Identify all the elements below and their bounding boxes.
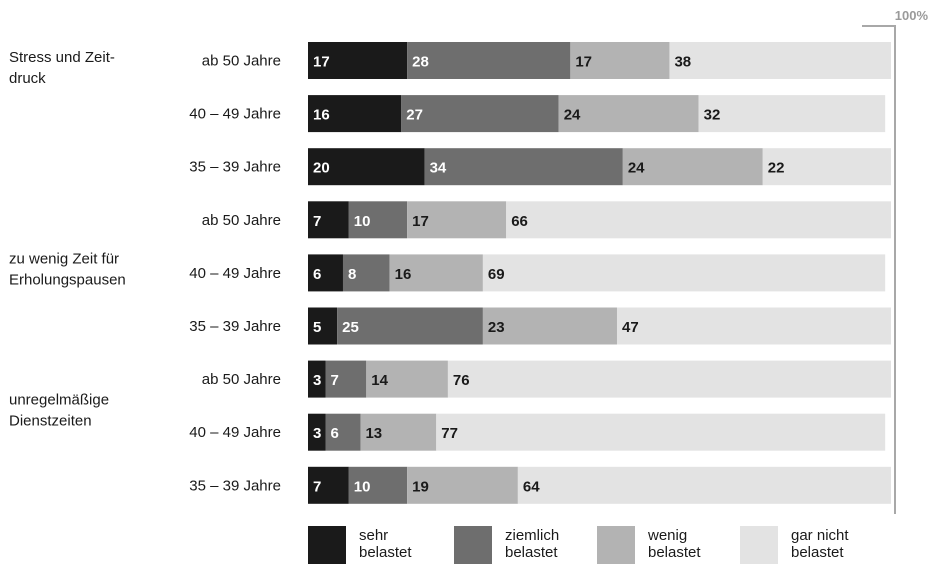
row-label: ab 50 Jahre <box>202 212 281 229</box>
legend: sehr belastet ziemlich belastet wenig belaste… <box>308 526 849 564</box>
bar-segment <box>325 413 361 451</box>
bar-value-label: 10 <box>354 213 371 230</box>
bar-value-label: 8 <box>348 266 356 283</box>
bar-segment <box>424 148 623 186</box>
legend-label: gar nicht belastet <box>791 527 849 561</box>
bar-value-label: 7 <box>330 372 338 389</box>
bar-value-label: 32 <box>704 107 721 124</box>
legend-swatch <box>597 526 635 564</box>
bar-segment <box>308 148 425 186</box>
bar-value-label: 6 <box>330 425 338 442</box>
hundred-percent-label: 100% <box>895 8 929 23</box>
row-label: ab 50 Jahre <box>202 53 281 70</box>
group-label: unregelmäßige Dienstzeiten <box>9 392 109 430</box>
bar-segment <box>360 413 437 451</box>
bar-value-label: 7 <box>313 478 321 495</box>
legend-label: ziemlich belastet <box>505 527 559 561</box>
bar-value-label: 13 <box>365 425 382 442</box>
bar-value-label: 10 <box>354 478 371 495</box>
bar-segment <box>407 42 571 79</box>
bar-segment <box>308 201 349 239</box>
bar-segment <box>308 413 326 451</box>
bar-segment <box>308 360 326 398</box>
bar-segment <box>308 307 338 345</box>
legend-swatch <box>454 526 492 564</box>
bar-segment <box>570 42 670 79</box>
bar-segment <box>337 307 483 345</box>
bar-segment <box>482 254 886 292</box>
bar-segment <box>622 148 763 186</box>
legend-swatch <box>308 526 346 564</box>
bar-value-label: 77 <box>441 425 458 442</box>
bar-value-label: 64 <box>523 478 540 495</box>
row-label: 40 – 49 Jahre <box>189 106 281 123</box>
bar-segment <box>308 95 402 133</box>
bar-value-label: 22 <box>768 160 785 177</box>
bar-segment <box>558 95 699 133</box>
row-label: ab 50 Jahre <box>202 371 281 388</box>
bar-segment <box>308 42 408 79</box>
row-label: 40 – 49 Jahre <box>189 424 281 441</box>
row-label: 35 – 39 Jahre <box>189 318 281 335</box>
bar-segment <box>308 466 349 504</box>
bar-value-label: 28 <box>412 54 429 71</box>
axis: 100% <box>862 8 928 514</box>
bar-value-label: 76 <box>453 372 470 389</box>
bar-value-label: 19 <box>412 478 429 495</box>
bar-value-label: 6 <box>313 266 321 283</box>
legend-label: sehr belastet <box>359 527 412 561</box>
bar-segment <box>698 95 886 133</box>
bar-value-label: 24 <box>628 160 645 177</box>
bar-value-label: 5 <box>313 319 321 336</box>
bar-value-label: 66 <box>511 213 528 230</box>
bar-value-label: 14 <box>371 372 388 389</box>
bar-value-label: 69 <box>488 266 505 283</box>
row-labels: ab 50 Jahre 40 – 49 Jahre 35 – 39 Jahre ab … <box>189 53 281 495</box>
bar-segment <box>517 466 891 504</box>
bar-segment <box>342 254 390 292</box>
bar-value-label: 23 <box>488 319 505 336</box>
bar-segment <box>482 307 617 345</box>
bar-segment <box>447 360 891 398</box>
bar-value-label: 16 <box>313 107 330 124</box>
bar-value-label: 16 <box>395 266 412 283</box>
bar-value-label: 27 <box>406 107 423 124</box>
bar-value-label: 17 <box>412 213 429 230</box>
bar-value-label: 3 <box>313 372 321 389</box>
legend-label: wenig belastet <box>647 527 701 561</box>
bar-segment <box>616 307 891 345</box>
bar-value-label: 24 <box>564 107 581 124</box>
bar-value-label: 3 <box>313 425 321 442</box>
legend-swatch <box>740 526 778 564</box>
bar-value-label: 25 <box>342 319 359 336</box>
bar-value-label: 47 <box>622 319 639 336</box>
bar-value-label: 20 <box>313 160 330 177</box>
bar-segment <box>401 95 559 133</box>
bar-value-label: 17 <box>575 54 592 71</box>
row-label: 35 – 39 Jahre <box>189 159 281 176</box>
bar-value-label: 7 <box>313 213 321 230</box>
bar-segment <box>407 466 518 504</box>
group-label: zu wenig Zeit für Erholungspausen <box>9 250 126 288</box>
bar-segment <box>762 148 891 186</box>
group-label: Stress und Zeit-druck <box>9 49 115 87</box>
group-labels: Stress und Zeit-druck zu wenig Zeit für Er… <box>9 49 126 430</box>
bar-value-label: 38 <box>674 54 691 71</box>
bar-value-label: 34 <box>430 160 447 177</box>
bar-segment <box>436 413 886 451</box>
bar-segment <box>348 201 408 239</box>
row-label: 35 – 39 Jahre <box>189 477 281 494</box>
bar-value-label: 17 <box>313 54 330 71</box>
bar-segment <box>506 201 891 239</box>
row-label: 40 – 49 Jahre <box>189 265 281 282</box>
bar-segment <box>325 360 367 398</box>
bar-segment <box>407 201 507 239</box>
bar-segment <box>348 466 408 504</box>
bar-segment <box>308 254 343 292</box>
bar-segment <box>366 360 448 398</box>
bar-segment <box>669 42 891 79</box>
bar-segment <box>389 254 483 292</box>
